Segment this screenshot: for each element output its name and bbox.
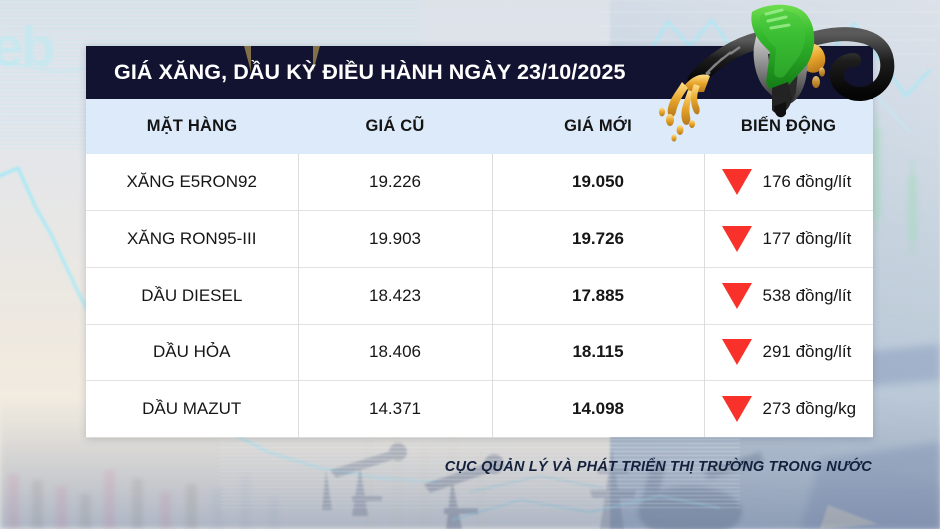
cell-old-price: 14.371	[298, 380, 493, 438]
oil-pumpjack-silhouette-3	[638, 452, 764, 529]
cell-new-price: 17.885	[492, 266, 705, 325]
oil-pumpjack-silhouette-2	[424, 454, 504, 529]
arrow-down-icon	[721, 396, 752, 423]
fuel-price-table: MẶT HÀNG GIÁ CŨ GIÁ MỚI BIẾN ĐỘNG XĂNG E…	[86, 99, 873, 438]
cell-item: XĂNG RON95-III	[86, 210, 299, 268]
arrow-down-icon	[721, 339, 752, 366]
table-row: DẦU DIESEL 18.423 17.885 538 đồng/lít	[86, 266, 873, 325]
table-row: XĂNG RON95-III 19.903 19.726 177 đồng/lí…	[86, 210, 873, 268]
table-row: DẦU MAZUT 14.371 14.098 273 đồng/kg	[86, 380, 873, 438]
cell-change: 538 đồng/lít	[704, 266, 873, 325]
cell-new-price: 18.115	[492, 323, 705, 381]
change-value: 273 đồng/kg	[762, 399, 857, 419]
page-title: GIÁ XĂNG, DẦU KỲ ĐIỀU HÀNH NGÀY 23/10/20…	[114, 60, 626, 84]
cell-new-price: 14.098	[492, 380, 705, 438]
arrow-down-icon	[721, 169, 752, 196]
cell-new-price: 19.050	[492, 154, 705, 211]
background-watermark-text: eb	[0, 15, 55, 78]
cell-old-price: 19.226	[298, 154, 493, 211]
column-header-change: BIẾN ĐỘNG	[704, 99, 873, 154]
table-row: XĂNG E5RON92 19.226 19.050 176 đồng/lít	[86, 154, 873, 211]
cell-item: DẦU DIESEL	[86, 266, 299, 325]
column-header-item: MẶT HÀNG	[86, 99, 298, 154]
cell-item: XĂNG E5RON92	[86, 154, 299, 211]
source-attribution: CỤC QUẢN LÝ VÀ PHÁT TRIỂN THỊ TRƯỜNG TRO…	[444, 459, 872, 475]
oil-pumpjack-silhouette	[322, 443, 407, 516]
cell-change: 291 đồng/lít	[704, 323, 873, 381]
cell-change: 273 đồng/kg	[704, 380, 873, 438]
price-table-card: GIÁ XĂNG, DẦU KỲ ĐIỀU HÀNH NGÀY 23/10/20…	[86, 46, 873, 438]
cell-item: DẦU HỎA	[86, 323, 299, 381]
change-value: 177 đồng/lít	[762, 229, 852, 249]
cell-item: DẦU MAZUT	[86, 380, 299, 438]
fuel-nozzle-illustration	[659, 4, 895, 142]
cell-old-price: 19.903	[298, 210, 493, 268]
candlestick-cluster-bottom	[8, 470, 279, 529]
fuel-droplets	[659, 82, 700, 142]
cell-old-price: 18.406	[298, 323, 493, 381]
cell-old-price: 18.423	[298, 266, 493, 325]
change-value: 538 đồng/lít	[762, 285, 852, 305]
arrow-down-icon	[721, 282, 752, 309]
table-row: DẦU HỎA 18.406 18.115 291 đồng/lít	[86, 323, 873, 381]
cell-change: 177 đồng/lít	[704, 210, 873, 268]
arrow-down-icon	[721, 226, 752, 253]
change-value: 176 đồng/lít	[762, 172, 852, 192]
change-value: 291 đồng/lít	[762, 342, 852, 362]
cell-new-price: 19.726	[492, 210, 705, 268]
column-header-old-price: GIÁ CŨ	[298, 99, 492, 154]
cell-change: 176 đồng/lít	[704, 154, 873, 211]
